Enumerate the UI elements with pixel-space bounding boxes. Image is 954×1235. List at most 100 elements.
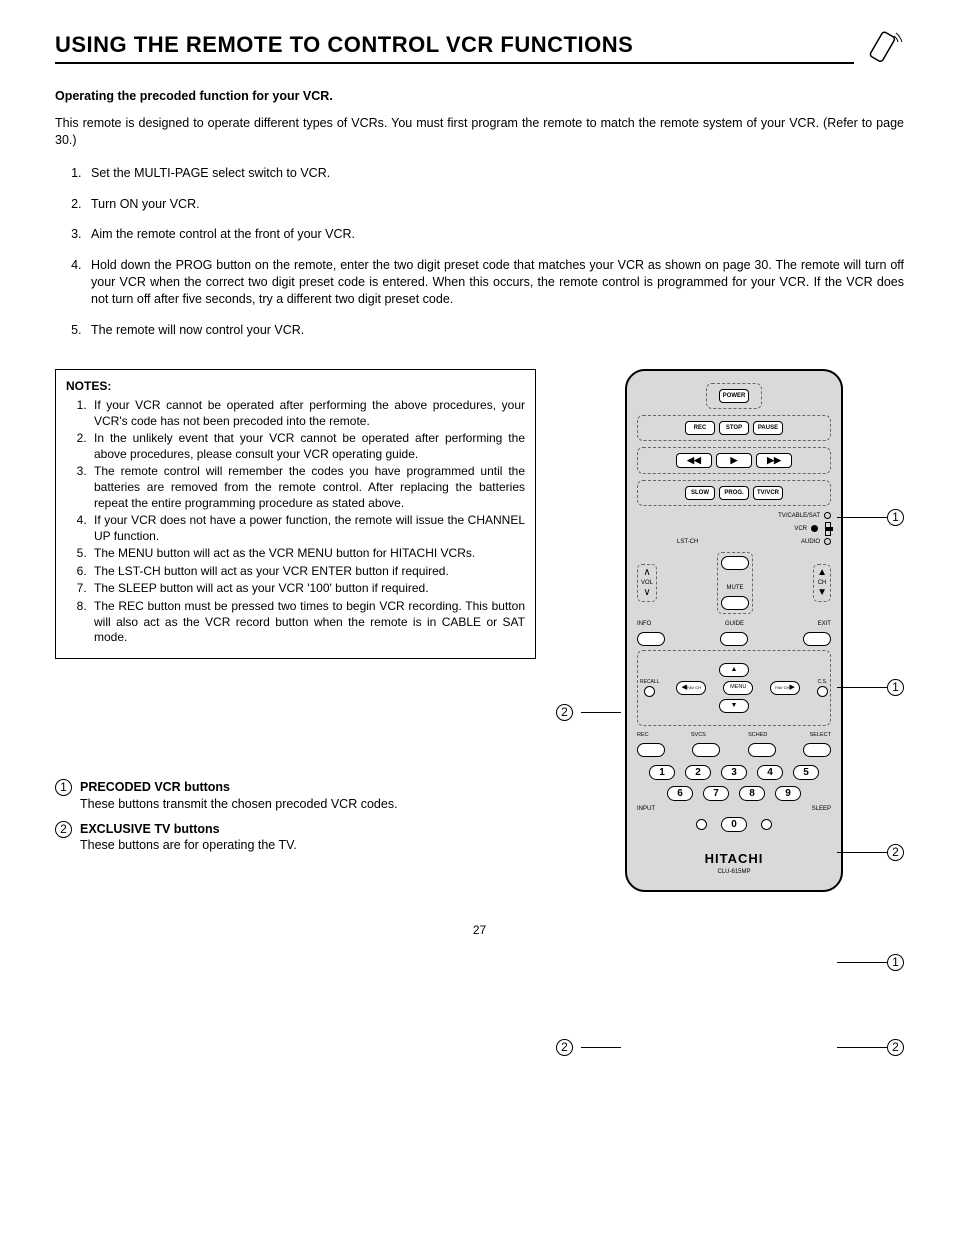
vol-rocker: ∧VOL∨: [641, 568, 653, 598]
callout-num: 1: [887, 679, 904, 696]
notes-list: If your VCR cannot be operated after per…: [66, 398, 525, 646]
callout-num: 2: [887, 1039, 904, 1056]
rec2-button: [637, 743, 665, 757]
note: In the unlikely event that your VCR cann…: [90, 431, 525, 462]
callout-num: 2: [556, 1039, 573, 1056]
callout: 1: [837, 679, 912, 696]
rewind-button: ◀◀: [676, 453, 712, 468]
mute-button: [721, 596, 749, 610]
subheading: Operating the precoded function for your…: [55, 88, 904, 105]
callout-num: 1: [887, 954, 904, 971]
mode-row: TV/CABLE/SAT: [637, 512, 831, 520]
callout-num: 2: [887, 844, 904, 861]
legend-item: 2 EXCLUSIVE TV buttons These buttons are…: [55, 821, 536, 855]
callout: 1: [837, 509, 912, 526]
note: If your VCR cannot be operated after per…: [90, 398, 525, 429]
notes-title: NOTES:: [66, 378, 525, 394]
svcs-label: SVCS: [691, 732, 706, 739]
vol-label: VOL: [641, 579, 653, 587]
legend-num: 1: [55, 779, 72, 796]
guide-label: GUIDE: [725, 620, 744, 628]
num-2: 2: [685, 765, 711, 780]
note: The REC button must be pressed two times…: [90, 599, 525, 646]
note: The remote control will remember the cod…: [90, 464, 525, 511]
mode-row: LST-CH AUDIO: [637, 538, 831, 546]
num-9: 9: [775, 786, 801, 801]
mode-label: VCR: [794, 525, 807, 533]
legend-title: PRECODED VCR buttons: [80, 780, 230, 794]
exit-button: [803, 632, 831, 646]
select-button: [803, 743, 831, 757]
num-8: 8: [739, 786, 765, 801]
nav-right: FAV CH▶: [770, 681, 800, 695]
mode-label: AUDIO: [801, 538, 820, 546]
remote-icon: [864, 30, 904, 70]
callout-num: 2: [556, 704, 573, 721]
number-pad: 1 2 3 4 5 6 7 8 9: [637, 765, 831, 801]
remote-diagram: POWER REC STOP PAUSE ◀◀ ▶ ▶▶ SLOW PROG. …: [625, 369, 843, 892]
stop-button: STOP: [719, 421, 749, 435]
page-title: USING THE REMOTE TO CONTROL VCR FUNCTION…: [55, 30, 854, 64]
num-5: 5: [793, 765, 819, 780]
prog-button: PROG.: [719, 486, 749, 500]
num-0: 0: [721, 817, 747, 832]
sleep-label: SLEEP: [812, 805, 831, 813]
exit-label: EXIT: [818, 620, 831, 628]
ffwd-button: ▶▶: [756, 453, 792, 468]
input-button: [696, 819, 707, 830]
ch-label: CH: [818, 579, 827, 587]
callout: 2: [556, 704, 621, 721]
intro-text: This remote is designed to operate diffe…: [55, 115, 904, 149]
svcs-button: [692, 743, 720, 757]
legend-desc: These buttons are for operating the TV.: [80, 838, 297, 852]
sched-label: SCHED: [748, 732, 767, 739]
nav-up: ▲: [719, 663, 749, 677]
mute-label: MUTE: [727, 584, 744, 592]
legend: 1 PRECODED VCR buttons These buttons tra…: [55, 779, 536, 855]
num-6: 6: [667, 786, 693, 801]
step: Turn ON your VCR.: [85, 196, 904, 213]
rec-label: REC: [637, 732, 649, 739]
recall-label: RECALL: [640, 679, 659, 686]
cs-label: C.S.: [818, 679, 828, 686]
note: The SLEEP button will act as your VCR '1…: [90, 581, 525, 597]
info-button: [637, 632, 665, 646]
callout: 1: [837, 954, 912, 971]
callout-num: 1: [887, 509, 904, 526]
nav-down: ▼: [719, 699, 749, 713]
callout: 2: [556, 1039, 621, 1056]
slow-button: SLOW: [685, 486, 715, 500]
recall-button: [644, 686, 655, 697]
tvvcr-button: TV/VCR: [753, 486, 783, 500]
play-button: ▶: [716, 453, 752, 468]
callout: 2: [837, 844, 912, 861]
note: If your VCR does not have a power functi…: [90, 513, 525, 544]
legend-item: 1 PRECODED VCR buttons These buttons tra…: [55, 779, 536, 813]
select-label: SELECT: [810, 732, 831, 739]
notes-box: NOTES: If your VCR cannot be operated af…: [55, 369, 536, 659]
input-label: INPUT: [637, 805, 655, 813]
num-4: 4: [757, 765, 783, 780]
rec-button: REC: [685, 421, 715, 435]
legend-num: 2: [55, 821, 72, 838]
step: Hold down the PROG button on the remote,…: [85, 257, 904, 308]
brand-model: CLU-615MP: [637, 868, 831, 876]
nav-left: ◀FAV CH: [676, 681, 706, 695]
note: The MENU button will act as the VCR MENU…: [90, 546, 525, 562]
lstch-button: [721, 556, 749, 570]
num-7: 7: [703, 786, 729, 801]
mode-row: VCR: [637, 522, 831, 536]
guide-button: [720, 632, 748, 646]
step: Aim the remote control at the front of y…: [85, 226, 904, 243]
sleep-button: [761, 819, 772, 830]
num-3: 3: [721, 765, 747, 780]
step: The remote will now control your VCR.: [85, 322, 904, 339]
pause-button: PAUSE: [753, 421, 783, 435]
menu-button: MENU: [723, 681, 753, 695]
power-button: POWER: [719, 389, 750, 403]
num-1: 1: [649, 765, 675, 780]
lstch-label: LST-CH: [677, 538, 698, 546]
page-number: 27: [55, 922, 904, 938]
remote-diagram-column: 1121222 POWER REC STOP PAUSE ◀◀ ▶ ▶▶ SLO…: [564, 369, 904, 892]
legend-title: EXCLUSIVE TV buttons: [80, 822, 220, 836]
